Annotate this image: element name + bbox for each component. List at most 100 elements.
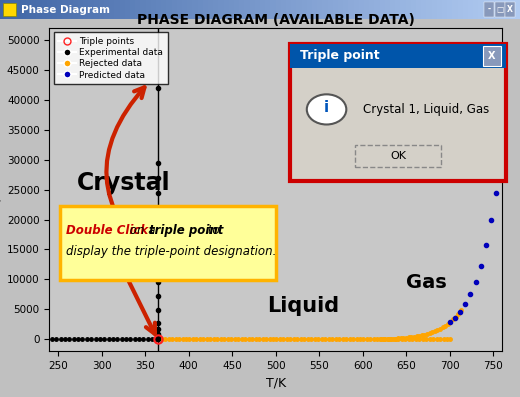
Bar <box>380 0 385 19</box>
Bar <box>203 0 208 19</box>
Bar <box>426 0 432 19</box>
Text: OK: OK <box>390 151 406 161</box>
Bar <box>307 0 312 19</box>
Bar <box>239 0 244 19</box>
Bar <box>416 0 421 19</box>
Bar <box>208 0 213 19</box>
Bar <box>494 0 499 19</box>
Bar <box>140 0 146 19</box>
Bar <box>478 0 484 19</box>
Bar <box>369 0 374 19</box>
Text: Crystal 1, Liquid, Gas: Crystal 1, Liquid, Gas <box>363 103 489 116</box>
Bar <box>276 0 281 19</box>
Bar <box>218 0 224 19</box>
Bar <box>109 0 114 19</box>
Bar <box>343 0 348 19</box>
Legend: Triple points, Experimental data, Rejected data, Predicted data: Triple points, Experimental data, Reject… <box>54 32 167 84</box>
Bar <box>495 2 505 17</box>
Bar <box>120 0 125 19</box>
Bar <box>395 0 400 19</box>
Bar <box>291 0 296 19</box>
Bar <box>62 0 68 19</box>
Bar <box>447 0 452 19</box>
Bar <box>484 0 489 19</box>
Bar <box>281 0 286 19</box>
Bar <box>21 0 26 19</box>
Bar <box>442 0 447 19</box>
Text: to: to <box>204 224 219 237</box>
Bar <box>88 0 94 19</box>
Bar <box>229 0 234 19</box>
Bar <box>99 0 104 19</box>
Bar <box>265 0 270 19</box>
Bar <box>333 0 338 19</box>
Bar <box>510 0 515 19</box>
Bar <box>125 0 130 19</box>
Text: triple point: triple point <box>149 224 224 237</box>
Text: Triple point: Triple point <box>300 50 379 62</box>
Bar <box>73 0 78 19</box>
Text: on a: on a <box>126 224 159 237</box>
Bar <box>224 0 229 19</box>
Bar <box>166 0 172 19</box>
Bar <box>452 0 458 19</box>
Text: Crystal: Crystal <box>77 171 171 195</box>
Bar <box>78 0 83 19</box>
Bar <box>374 0 380 19</box>
Bar <box>16 0 21 19</box>
X-axis label: T/K: T/K <box>266 377 285 389</box>
Text: display the triple-point designation.: display the triple-point designation. <box>66 245 277 258</box>
Bar <box>348 0 354 19</box>
Text: Liquid: Liquid <box>267 297 339 316</box>
Bar <box>52 0 57 19</box>
Bar <box>489 0 494 19</box>
Bar <box>130 0 135 19</box>
Bar <box>255 0 260 19</box>
Bar <box>312 0 317 19</box>
Bar <box>104 0 109 19</box>
Bar <box>114 0 120 19</box>
Bar <box>36 0 42 19</box>
Bar <box>161 0 166 19</box>
Bar <box>83 0 88 19</box>
Bar <box>26 0 31 19</box>
Bar <box>432 0 437 19</box>
Text: i: i <box>324 100 329 115</box>
Bar <box>177 0 182 19</box>
Bar <box>302 0 307 19</box>
Bar <box>473 0 478 19</box>
Bar <box>146 0 151 19</box>
Bar <box>3 3 16 16</box>
Bar <box>505 2 515 17</box>
Bar <box>10 0 16 19</box>
Bar <box>437 0 442 19</box>
Text: Gas: Gas <box>406 274 447 293</box>
Bar <box>94 0 99 19</box>
Bar <box>484 2 494 17</box>
Bar <box>156 0 161 19</box>
Bar <box>504 0 510 19</box>
Bar <box>192 0 198 19</box>
Bar <box>234 0 239 19</box>
Bar <box>468 0 473 19</box>
Text: X: X <box>507 5 513 14</box>
Bar <box>57 0 62 19</box>
Bar <box>322 0 328 19</box>
Bar <box>5 0 10 19</box>
Text: □: □ <box>496 5 503 14</box>
Y-axis label: P/kPa: P/kPa <box>0 173 2 206</box>
Bar <box>250 0 255 19</box>
Bar <box>42 0 47 19</box>
Text: -: - <box>487 5 490 14</box>
Bar <box>0 0 5 19</box>
Bar <box>198 0 203 19</box>
Bar <box>400 0 406 19</box>
Text: X: X <box>488 51 496 61</box>
Bar <box>328 0 333 19</box>
Bar <box>354 0 359 19</box>
Bar <box>515 0 520 19</box>
Bar <box>47 0 52 19</box>
Bar <box>182 0 187 19</box>
Bar <box>270 0 276 19</box>
Bar <box>411 0 416 19</box>
